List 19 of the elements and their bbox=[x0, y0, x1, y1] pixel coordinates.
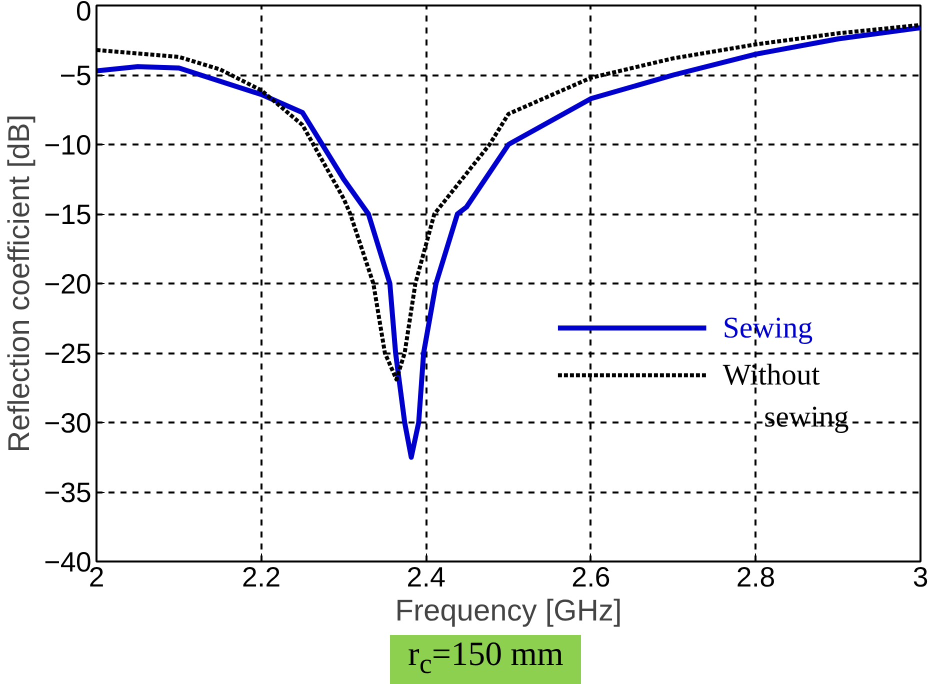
x-axis-title: Frequency [GHz] bbox=[395, 594, 622, 628]
legend-label: Without sewing bbox=[722, 358, 849, 434]
y-tick-label: −20 bbox=[44, 268, 92, 300]
text: r$_{c}$=150 mm bbox=[390, 635, 582, 684]
x-tick-label: 2.6 bbox=[571, 562, 610, 592]
y-tick-label: 0 bbox=[76, 0, 92, 26]
y-tick-label: −5 bbox=[60, 60, 92, 91]
y-tick-label: −25 bbox=[44, 338, 92, 369]
y-tick-label: −35 bbox=[44, 477, 92, 508]
y-tick-label: −15 bbox=[44, 199, 92, 230]
y-tick-label: −30 bbox=[44, 408, 92, 438]
y-tick-label: −10 bbox=[44, 130, 92, 160]
x-tick-label: 2.8 bbox=[736, 562, 776, 592]
legend-label: Sewing bbox=[722, 311, 813, 344]
y-tick-label: −40 bbox=[44, 546, 92, 578]
x-tick-label: 2.4 bbox=[406, 562, 446, 592]
x-tick-label: 2.2 bbox=[242, 562, 281, 592]
y-axis-title: Reflection coefficient [dB] bbox=[3, 114, 36, 452]
x-tick-label: 3 bbox=[912, 562, 928, 592]
